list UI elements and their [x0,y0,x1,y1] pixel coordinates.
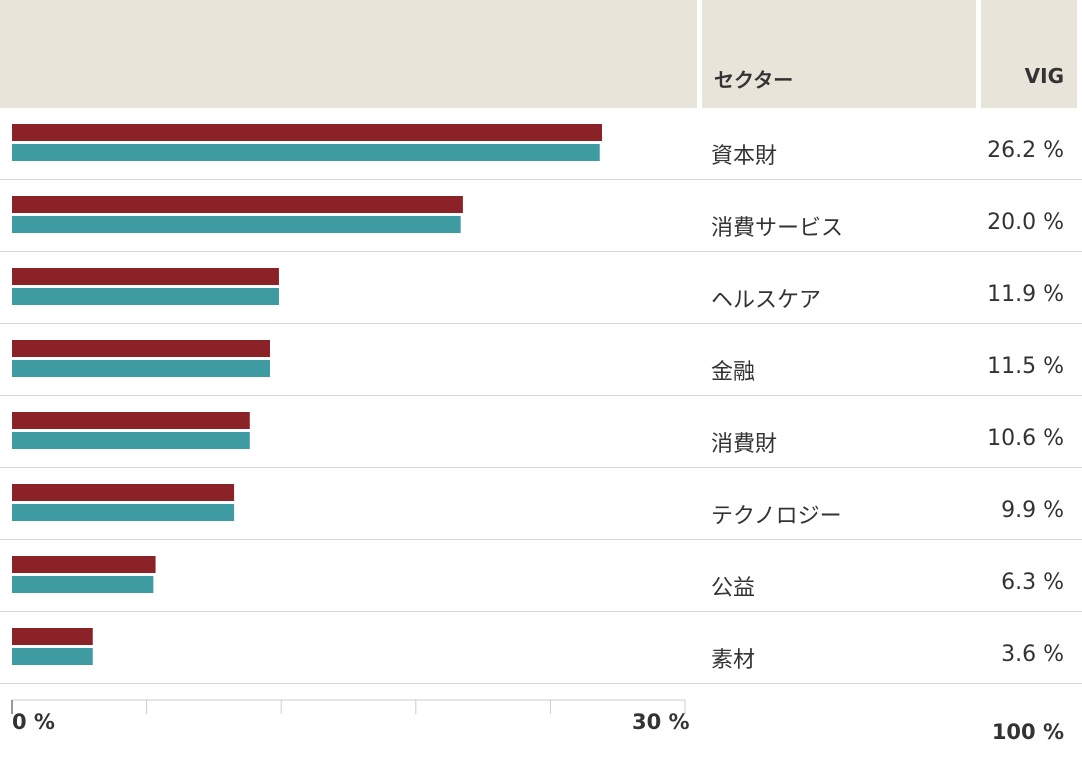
sector-weight-label: 6.3 % [1001,570,1064,595]
bar-series-2 [12,648,93,665]
bar-series-1 [12,628,93,645]
row-divider [0,683,1082,684]
sector-header-cell [702,0,976,108]
row-divider [0,323,1082,324]
row-divider [0,179,1082,180]
row-divider [0,251,1082,252]
table-row: 金融 11.5 % [0,324,1082,396]
bar-series-1 [12,268,279,285]
row-divider [0,611,1082,612]
x-tick-label-min: 0 % [12,710,55,734]
sector-name: 資本財 [711,144,778,169]
vig-column-header: VIG [1024,64,1064,88]
sector-bar-chart [11,124,686,714]
bar-series-2 [12,216,461,233]
chart-header-cell [0,0,697,108]
bar-series-2 [12,144,600,161]
sector-name: テクノロジー [711,504,842,529]
table-row: テクノロジー 9.9 % [0,468,1082,540]
sector-weight-label: 11.9 % [987,282,1064,307]
sector-weight-label: 10.6 % [987,426,1064,451]
sector-column-header: セクター [714,68,794,92]
sector-name: 金融 [711,360,756,385]
sector-weight-label: 26.2 % [987,138,1064,163]
row-divider [0,395,1082,396]
sector-name: 消費財 [711,432,778,457]
sector-name: 素材 [711,648,756,673]
bar-series-1 [12,412,250,429]
bar-series-1 [12,340,270,357]
bar-series-1 [12,196,463,213]
sector-weight-label: 3.6 % [1001,642,1064,667]
bar-series-2 [12,288,279,305]
sector-name: 消費サービス [711,216,844,241]
table-row: 素材 3.6 % [0,612,1082,684]
bar-series-2 [12,576,154,593]
total-label: 100 % [991,720,1064,744]
table-row: 消費財 10.6 % [0,396,1082,468]
vig-header-cell [981,0,1077,108]
bar-series-1 [12,124,602,141]
table-row: ヘルスケア 11.9 % [0,252,1082,324]
bar-series-2 [12,504,235,521]
table-row: 資本財 26.2 % [0,108,1082,180]
sector-weight-label: 9.9 % [1001,498,1064,523]
bar-series-2 [12,360,270,377]
sector-name: ヘルスケア [711,288,822,313]
sector-weight-label: 20.0 % [987,210,1064,235]
table-row: 公益 6.3 % [0,540,1082,612]
sector-weight-label: 11.5 % [987,354,1064,379]
row-divider [0,539,1082,540]
row-divider [0,467,1082,468]
table-row: 消費サービス 20.0 % [0,180,1082,252]
bar-series-1 [12,484,235,501]
bar-series-2 [12,432,250,449]
sector-name: 公益 [711,576,756,601]
x-tick-label-max: 30 % [632,710,690,734]
bar-series-1 [12,556,156,573]
